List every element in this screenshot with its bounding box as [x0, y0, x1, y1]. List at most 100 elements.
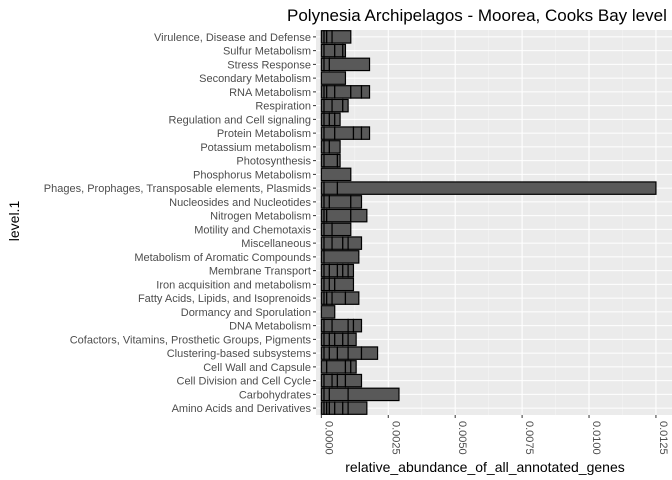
y-tick-label: Stress Response — [227, 59, 311, 71]
bar-segment — [336, 181, 657, 195]
bar-segment — [323, 126, 336, 140]
y-tick-label: DNA Metabolism — [229, 321, 311, 333]
bar-segment — [360, 85, 371, 99]
y-tick-label: Protein Metabolism — [217, 128, 311, 140]
bar-segment — [334, 277, 355, 292]
y-tick-label: Photosynthesis — [236, 156, 311, 168]
bar-segment — [331, 373, 339, 388]
y-tick-label: Regulation and Cell signaling — [169, 114, 311, 126]
bar-segment — [347, 318, 355, 333]
y-tick-label: Respiration — [255, 101, 311, 113]
y-tick-label: Carbohydrates — [239, 389, 312, 401]
bar-segment — [323, 112, 330, 127]
bar-segment — [350, 208, 368, 223]
bar-segment — [320, 360, 328, 374]
bar-segment — [323, 263, 330, 278]
bar-segment — [326, 291, 333, 305]
bar-segment — [344, 291, 360, 305]
y-tick-label: Dormancy and Sporulation — [181, 307, 311, 319]
y-tick-label: Motility and Chemotaxis — [194, 224, 311, 236]
bar-segment — [334, 43, 344, 58]
bar-segment — [323, 250, 360, 264]
bar-segment — [328, 387, 349, 402]
bar-segment — [323, 318, 333, 333]
bar-segment — [352, 126, 363, 140]
y-tick-label: Membrane Transport — [209, 266, 311, 278]
x-tick-label: 0.0100 — [590, 421, 602, 455]
bar-segment — [323, 236, 333, 250]
bar-segment — [328, 140, 341, 154]
bar-segment — [331, 236, 344, 250]
bar-segment — [323, 181, 339, 195]
bar-segment — [336, 346, 349, 360]
bar-segment — [331, 30, 352, 44]
bar-segment — [323, 140, 330, 154]
bar-segment — [347, 332, 357, 347]
bar-segment — [360, 346, 379, 360]
y-tick-label: Metabolism of Aromatic Compounds — [134, 252, 311, 264]
bar-segment — [328, 263, 339, 278]
bar-segment — [331, 291, 347, 305]
bar-segment — [342, 332, 349, 347]
chart-title: Polynesia Archipelagos - Moorea, Cooks B… — [287, 6, 667, 25]
bar-segment — [352, 318, 363, 333]
y-tick-label: Miscellaneous — [241, 238, 311, 250]
bar-segment — [331, 222, 352, 237]
y-tick-label: Iron acquisition and metabolism — [156, 279, 311, 291]
bar-segment — [323, 195, 330, 209]
bar-segment — [323, 153, 339, 168]
bar-segment — [323, 43, 336, 58]
y-tick-label: Amino Acids and Derivatives — [172, 403, 312, 415]
bar-segment — [342, 263, 349, 278]
bar-segment — [342, 43, 347, 58]
y-tick-label: Secondary Metabolism — [199, 73, 311, 85]
bar-segment — [350, 360, 357, 374]
bar-segment — [320, 167, 352, 182]
bar-segment — [320, 305, 336, 319]
bar-segment — [347, 263, 355, 278]
y-tick-label: Nitrogen Metabolism — [210, 211, 311, 223]
bar-segment — [323, 277, 330, 292]
bar-segment — [347, 236, 363, 250]
x-tick-label: 0.0075 — [523, 421, 535, 455]
bar-segment — [326, 30, 333, 44]
bar-segment — [328, 332, 336, 347]
bar-segment — [360, 126, 371, 140]
bar-segment — [342, 98, 349, 113]
y-tick-label: Potassium metabolism — [200, 142, 311, 154]
bar-segment — [334, 85, 352, 99]
bar-segment — [323, 57, 330, 72]
bar-segment — [320, 71, 347, 85]
bar-segment — [323, 387, 330, 402]
bar-segment — [336, 373, 347, 388]
bar-segment — [344, 360, 352, 374]
bar-segment — [334, 332, 344, 347]
bar-segment — [344, 373, 363, 388]
y-tick-label: Sulfur Metabolism — [223, 46, 311, 58]
bar-segment — [336, 263, 344, 278]
bar-segment — [326, 85, 336, 99]
bar-segment — [334, 112, 341, 127]
x-axis: 0.0000 0.0025 0.0050 0.0075 0.0100 0.0125 — [320, 415, 669, 455]
x-axis-title: relative_abundance_of_all_annotated_gene… — [345, 459, 624, 475]
x-tick-label: 0.0000 — [322, 421, 334, 455]
bar-segment — [334, 401, 344, 415]
bar-segment — [334, 126, 355, 140]
bar-segment — [328, 57, 371, 72]
bar-segment — [323, 98, 333, 113]
bar-segment — [323, 373, 333, 388]
y-tick-label: Phosphorus Metabolism — [193, 169, 311, 181]
y-tick-label: Cofactors, Vitamins, Prosthetic Groups, … — [70, 334, 312, 346]
bar-segment — [323, 332, 330, 347]
bar-segment — [347, 346, 363, 360]
y-axis: Virulence, Disease and Defense Sulfur Met… — [44, 32, 316, 415]
y-tick-label: RNA Metabolism — [229, 87, 311, 99]
bar-segment — [328, 277, 336, 292]
bar-segment — [347, 401, 368, 415]
bar-segment — [326, 360, 347, 374]
bar-segment — [350, 195, 363, 209]
x-tick-label: 0.0050 — [456, 421, 468, 455]
bar-segment — [328, 401, 336, 415]
bar-segment — [342, 236, 349, 250]
bar-segment — [323, 222, 333, 237]
